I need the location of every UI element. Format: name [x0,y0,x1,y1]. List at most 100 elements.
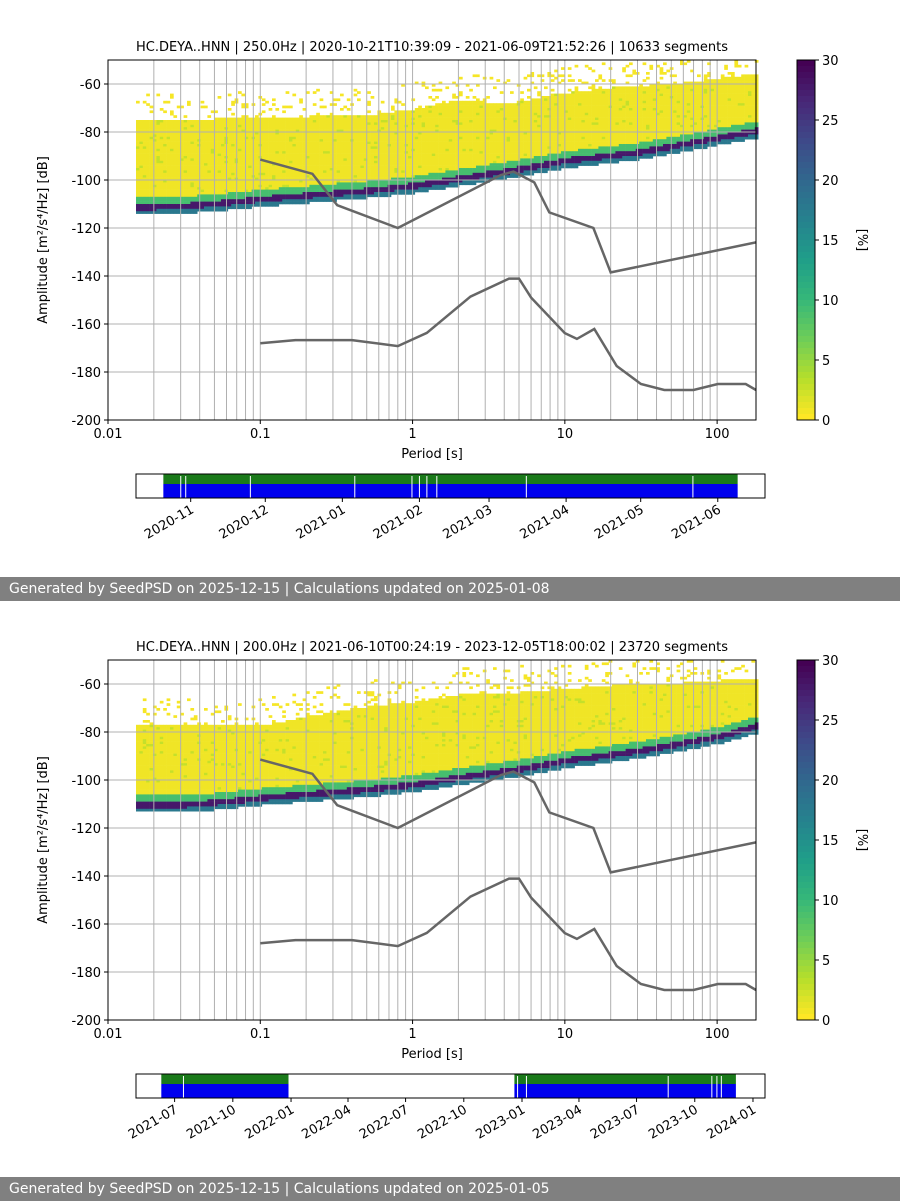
heatmap-cell [357,91,361,94]
heatmap-cell [210,151,215,154]
heatmap-cell [513,175,518,178]
heatmap-cell [207,127,212,130]
heatmap-cell [374,194,378,198]
heatmap-cell [411,115,416,118]
heatmap-cell [292,184,297,188]
heatmap-cell [499,165,504,169]
heatmap-cell [180,189,184,193]
heatmap-cell [408,182,412,186]
heatmap-cell [204,156,208,159]
heatmap-cell [530,98,535,102]
heatmap-cell [204,134,208,138]
heatmap-cell [227,124,232,128]
heatmap-cell [231,144,235,147]
heatmap-cell [595,151,599,154]
heatmap-cell [374,156,378,159]
heatmap-cell [159,156,164,159]
heatmap-cell [282,175,286,178]
heatmap-cell [244,196,249,200]
heatmap-cell [241,136,246,140]
heatmap-cell [285,117,290,121]
heatmap-cell [476,132,480,135]
heatmap-cell [482,100,487,104]
heatmap-cell [227,132,232,135]
heatmap-cell [360,139,365,142]
heatmap-cell [397,134,402,138]
heatmap-cell [146,151,150,154]
heatmap-cell [316,156,320,159]
heatmap-cell [459,134,463,138]
heatmap-cell [207,182,212,186]
heatmap-cell [159,153,164,157]
heatmap-cell [329,194,334,198]
heatmap-cell [506,105,511,109]
heatmap-cell [428,96,433,99]
heatmap-cell [319,122,324,126]
heatmap-cell [289,122,293,126]
heatmap-cell [285,160,290,164]
heatmap-cell [374,158,378,162]
heatmap-cell [170,134,174,138]
heatmap-cell [544,112,548,116]
heatmap-cell [289,163,293,166]
heatmap-cell [282,158,286,162]
heatmap-cell [401,160,405,164]
heatmap-cell [170,208,174,212]
heatmap-cell [404,192,409,195]
heatmap-cell [445,115,450,118]
heatmap-cell [285,156,290,159]
heatmap-cell [588,105,592,109]
heatmap-cell [329,153,334,157]
heatmap-cell [357,122,361,126]
heatmap-cell [353,115,358,118]
heatmap-cell [312,139,317,142]
heatmap-cell [210,168,215,171]
heatmap-cell [183,158,188,162]
heatmap-cell [557,93,562,97]
heatmap-cell [353,158,358,162]
heatmap-cell [567,132,572,135]
heatmap-cell [465,156,470,159]
heatmap-cell [241,196,246,200]
heatmap-cell [425,146,429,150]
heatmap-cell [268,184,273,188]
heatmap-cell [268,129,273,133]
heatmap-cell [363,120,368,123]
heatmap-cell [156,208,161,212]
heatmap-cell [306,134,310,138]
heatmap-cell [295,153,300,157]
heatmap-cell [170,160,174,164]
heatmap-cell [265,168,269,171]
heatmap-cell [153,136,157,140]
heatmap-cell [550,148,555,152]
heatmap-cell [255,199,259,202]
heatmap-cell [567,134,572,138]
heatmap-cell [486,110,490,114]
heatmap-cell [360,165,365,169]
heatmap-cell [139,184,144,188]
heatmap-cell [465,165,470,169]
heatmap-cell [425,170,429,174]
heatmap-cell [404,151,409,154]
heatmap-cell [571,136,575,140]
heatmap-cell [530,81,535,85]
heatmap-cell [564,160,569,164]
heatmap-cell [275,132,280,135]
heatmap-cell [442,108,446,111]
heatmap-cell [561,139,565,142]
heatmap-cell [295,141,300,145]
heatmap-cell [190,180,195,183]
heatmap-cell [462,146,467,150]
heatmap-cell [156,141,161,145]
heatmap-cell [557,136,562,140]
heatmap-cell [571,146,575,150]
heatmap-cell [595,103,599,106]
heatmap-cell [544,156,548,159]
heatmap-cell [469,103,473,106]
heatmap-cell [241,201,246,205]
heatmap-cell [183,194,188,198]
heatmap-cell [428,144,433,147]
heatmap-cell [159,163,164,166]
heatmap-cell [442,100,446,104]
heatmap-cell [146,189,150,193]
